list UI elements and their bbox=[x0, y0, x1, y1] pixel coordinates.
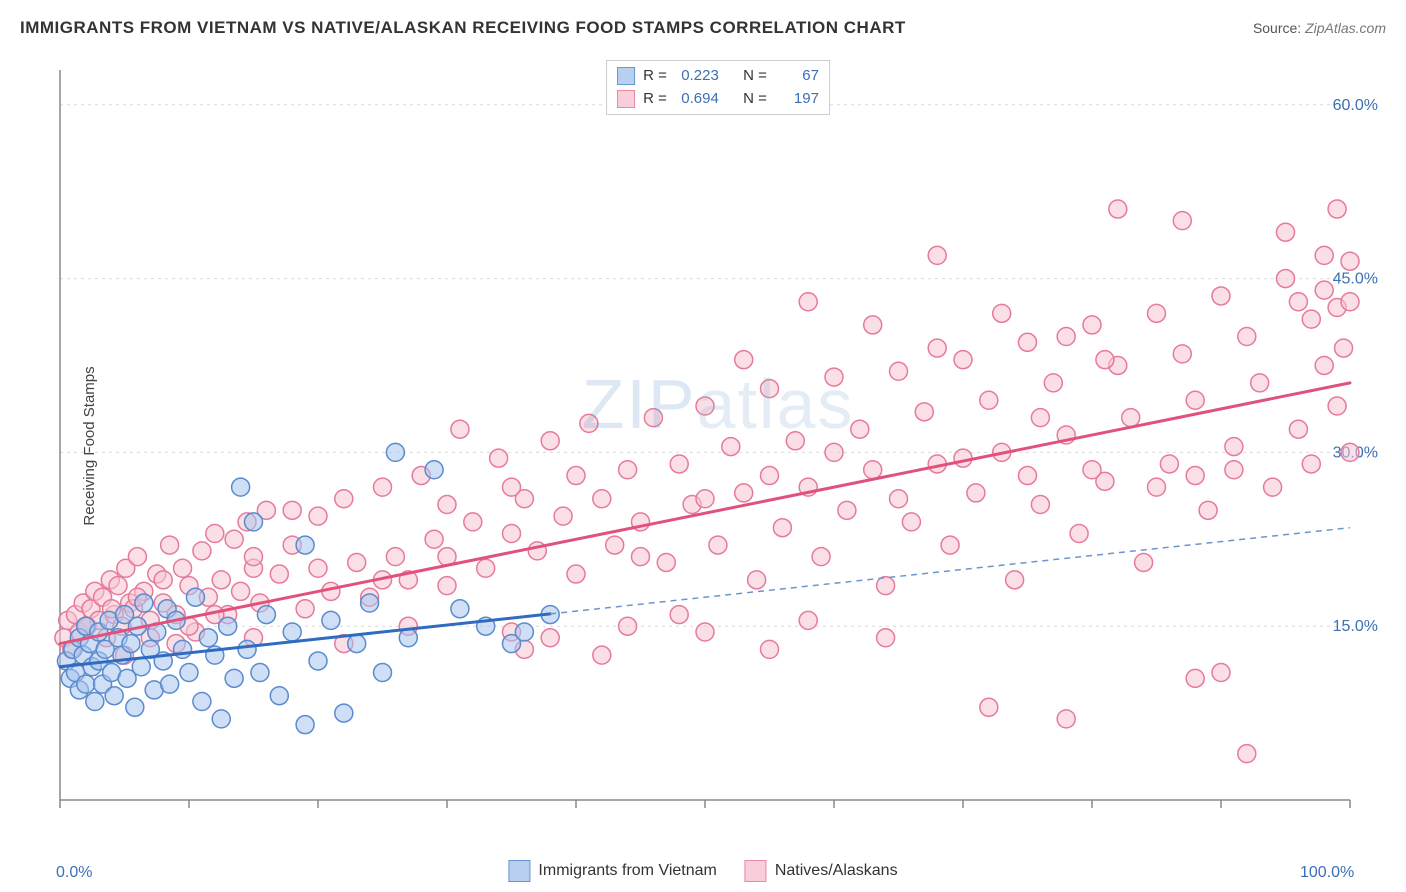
svg-text:60.0%: 60.0% bbox=[1333, 97, 1378, 114]
legend-row-vietnam: R = 0.223 N = 67 bbox=[617, 65, 819, 88]
n-value-vietnam: 67 bbox=[775, 65, 819, 88]
legend-swatch-vietnam-icon bbox=[508, 860, 530, 882]
svg-text:45.0%: 45.0% bbox=[1333, 271, 1378, 288]
series-legend: Immigrants from Vietnam Natives/Alaskans bbox=[508, 860, 897, 882]
legend-row-natives: R = 0.694 N = 197 bbox=[617, 88, 819, 111]
legend-swatch-vietnam bbox=[617, 67, 635, 85]
n-label: N = bbox=[743, 88, 767, 111]
legend-label-vietnam: Immigrants from Vietnam bbox=[538, 862, 716, 880]
chart-source: Source: ZipAtlas.com bbox=[1253, 20, 1386, 36]
r-value-natives: 0.694 bbox=[675, 88, 719, 111]
x-axis-max-label: 100.0% bbox=[1300, 864, 1354, 882]
source-label: Source: bbox=[1253, 20, 1301, 36]
correlation-legend: R = 0.223 N = 67 R = 0.694 N = 197 bbox=[606, 60, 830, 115]
n-value-natives: 197 bbox=[775, 88, 819, 111]
r-value-vietnam: 0.223 bbox=[675, 65, 719, 88]
chart-title: IMMIGRANTS FROM VIETNAM VS NATIVE/ALASKA… bbox=[20, 18, 906, 38]
svg-text:15.0%: 15.0% bbox=[1333, 618, 1378, 635]
r-label: R = bbox=[643, 88, 667, 111]
chart-area: R = 0.223 N = 67 R = 0.694 N = 197 15.0%… bbox=[50, 60, 1386, 842]
r-label: R = bbox=[643, 65, 667, 88]
x-axis-min-label: 0.0% bbox=[56, 864, 92, 882]
legend-item-vietnam: Immigrants from Vietnam bbox=[508, 860, 716, 882]
chart-header: IMMIGRANTS FROM VIETNAM VS NATIVE/ALASKA… bbox=[20, 18, 1386, 38]
n-label: N = bbox=[743, 65, 767, 88]
scatter-chart: 15.0%30.0%45.0%60.0% bbox=[50, 60, 1386, 842]
legend-swatch-natives-icon bbox=[745, 860, 767, 882]
source-value: ZipAtlas.com bbox=[1305, 20, 1386, 36]
legend-item-natives: Natives/Alaskans bbox=[745, 860, 898, 882]
legend-label-natives: Natives/Alaskans bbox=[775, 862, 898, 880]
legend-swatch-natives bbox=[617, 90, 635, 108]
